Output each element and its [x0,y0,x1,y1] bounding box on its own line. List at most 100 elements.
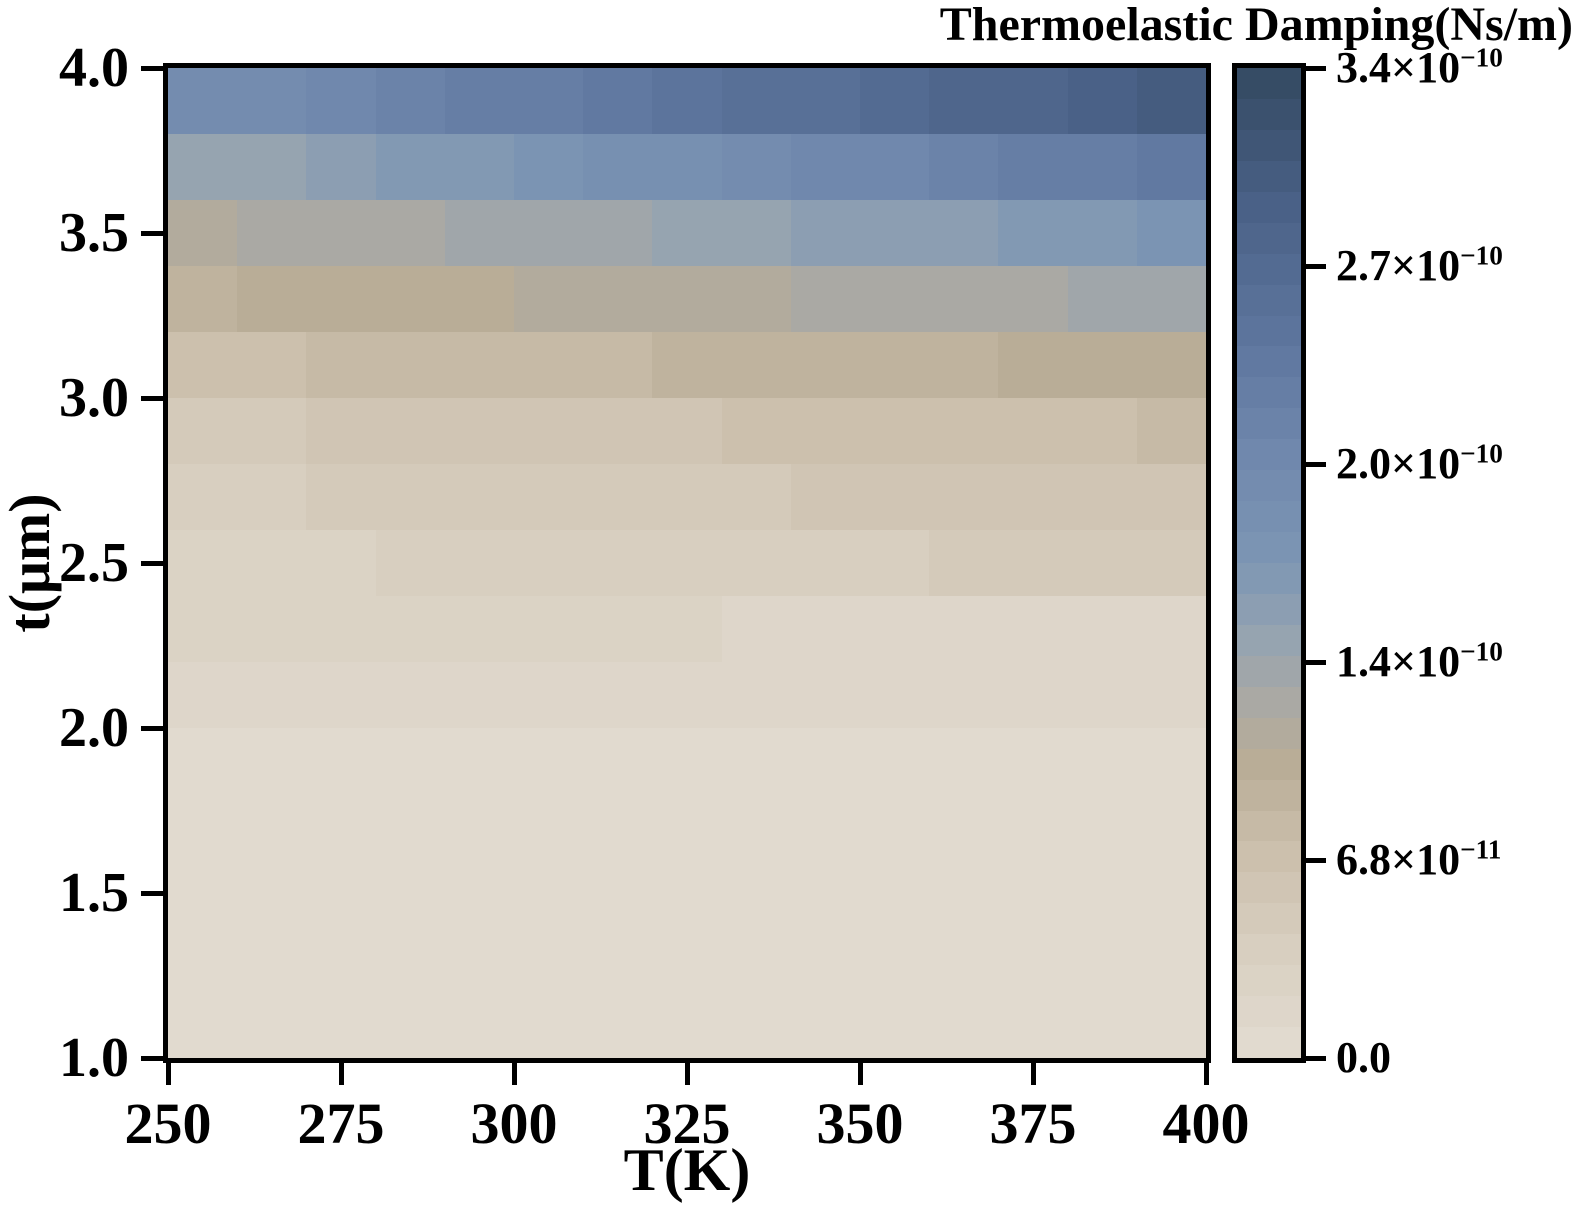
heatmap-cell [998,464,1068,530]
colorbar-tick [1306,66,1326,71]
heatmap-cell [306,134,376,200]
heatmap-cell [860,398,929,464]
y-tick [141,726,163,731]
heatmap-cell [168,530,237,596]
chart-title: Thermoelastic Damping(Ns/m) [939,0,1573,51]
heatmap-cell [583,794,652,860]
heatmap-cell [514,794,583,860]
heatmap-cell [722,464,791,530]
heatmap-cell [791,728,860,794]
colorbar-tick [1306,660,1326,665]
heatmap-cell [376,134,445,200]
colorbar-band [1237,470,1301,501]
x-tick-label: 250 [124,1091,212,1156]
heatmap-cell [237,530,306,596]
heatmap-plot-area [163,63,1211,1063]
heatmap-cell [1068,728,1137,794]
y-tick [141,396,163,401]
heatmap-cell [583,530,652,596]
heatmap-cell [306,596,376,662]
heatmap-cell [998,860,1068,926]
heatmap-cell [860,266,929,332]
colorbar-band [1237,563,1301,594]
heatmap-cell [722,662,791,728]
heatmap-cell [652,464,722,530]
heatmap-cell [237,134,306,200]
x-tick [685,1063,690,1085]
heatmap-cell [583,860,652,926]
heatmap-cell [860,134,929,200]
heatmap-cell [929,134,998,200]
heatmap-cell [376,728,445,794]
heatmap-cell [583,332,652,398]
heatmap-cell [237,794,306,860]
heatmap-cell [306,398,376,464]
heatmap-cell [445,68,514,134]
heatmap-cell [652,662,722,728]
colorbar-band [1237,780,1301,811]
heatmap-cell [583,200,652,266]
heatmap-cell [791,992,860,1058]
heatmap-cell [1068,992,1137,1058]
heatmap-cell [722,398,791,464]
heatmap-cell [860,68,929,134]
x-tick [1204,1063,1209,1085]
heatmap-cell [860,464,929,530]
heatmap-cell [722,794,791,860]
heatmap-cell [1068,794,1137,860]
heatmap-cell [583,68,652,134]
colorbar-band [1237,285,1301,316]
heatmap-cell [1137,266,1206,332]
heatmap-cell [376,332,445,398]
colorbar-band [1237,749,1301,780]
heatmap-cell [583,464,652,530]
heatmap-cell [652,596,722,662]
heatmap-cell [514,398,583,464]
colorbar-band [1237,501,1301,532]
heatmap-cell [306,860,376,926]
heatmap-cell [1068,596,1137,662]
heatmap-cell [514,662,583,728]
heatmap-cell [1068,464,1137,530]
heatmap-cell [237,266,306,332]
x-tick-label: 400 [1162,1091,1250,1156]
colorbar-band [1237,996,1301,1027]
heatmap-cell [583,662,652,728]
heatmap-cell [860,596,929,662]
heatmap-cell [929,992,998,1058]
heatmap-cell [998,134,1068,200]
heatmap-cell [652,992,722,1058]
heatmap-cell [652,530,722,596]
colorbar-tick [1306,264,1326,269]
heatmap-cell [168,200,237,266]
heatmap-cell [445,134,514,200]
heatmap-cell [583,266,652,332]
colorbar-band [1237,841,1301,872]
heatmap-cell [168,266,237,332]
heatmap-cell [514,596,583,662]
colorbar [1232,63,1306,1063]
colorbar-tick-label: 1.4×10−10 [1336,636,1503,686]
heatmap-cell [1068,860,1137,926]
colorbar-band [1237,439,1301,470]
heatmap-cell [514,200,583,266]
heatmap-cell [168,134,237,200]
heatmap-cell [445,992,514,1058]
colorbar-band [1237,377,1301,408]
heatmap-cell [860,926,929,992]
y-tick [141,231,163,236]
heatmap-cell [998,332,1068,398]
heatmap-cell [1068,68,1137,134]
colorbar-band [1237,903,1301,934]
heatmap-cell [237,464,306,530]
heatmap-cell [860,728,929,794]
y-tick-label: 2.0 [59,697,129,759]
colorbar-tick [1306,858,1326,863]
heatmap-cell [376,398,445,464]
heatmap-cell [791,266,860,332]
colorbar-band [1237,872,1301,903]
heatmap-cell [791,464,860,530]
heatmap-cell [445,266,514,332]
y-tick-label: 2.5 [59,532,129,594]
heatmap-cell [445,794,514,860]
